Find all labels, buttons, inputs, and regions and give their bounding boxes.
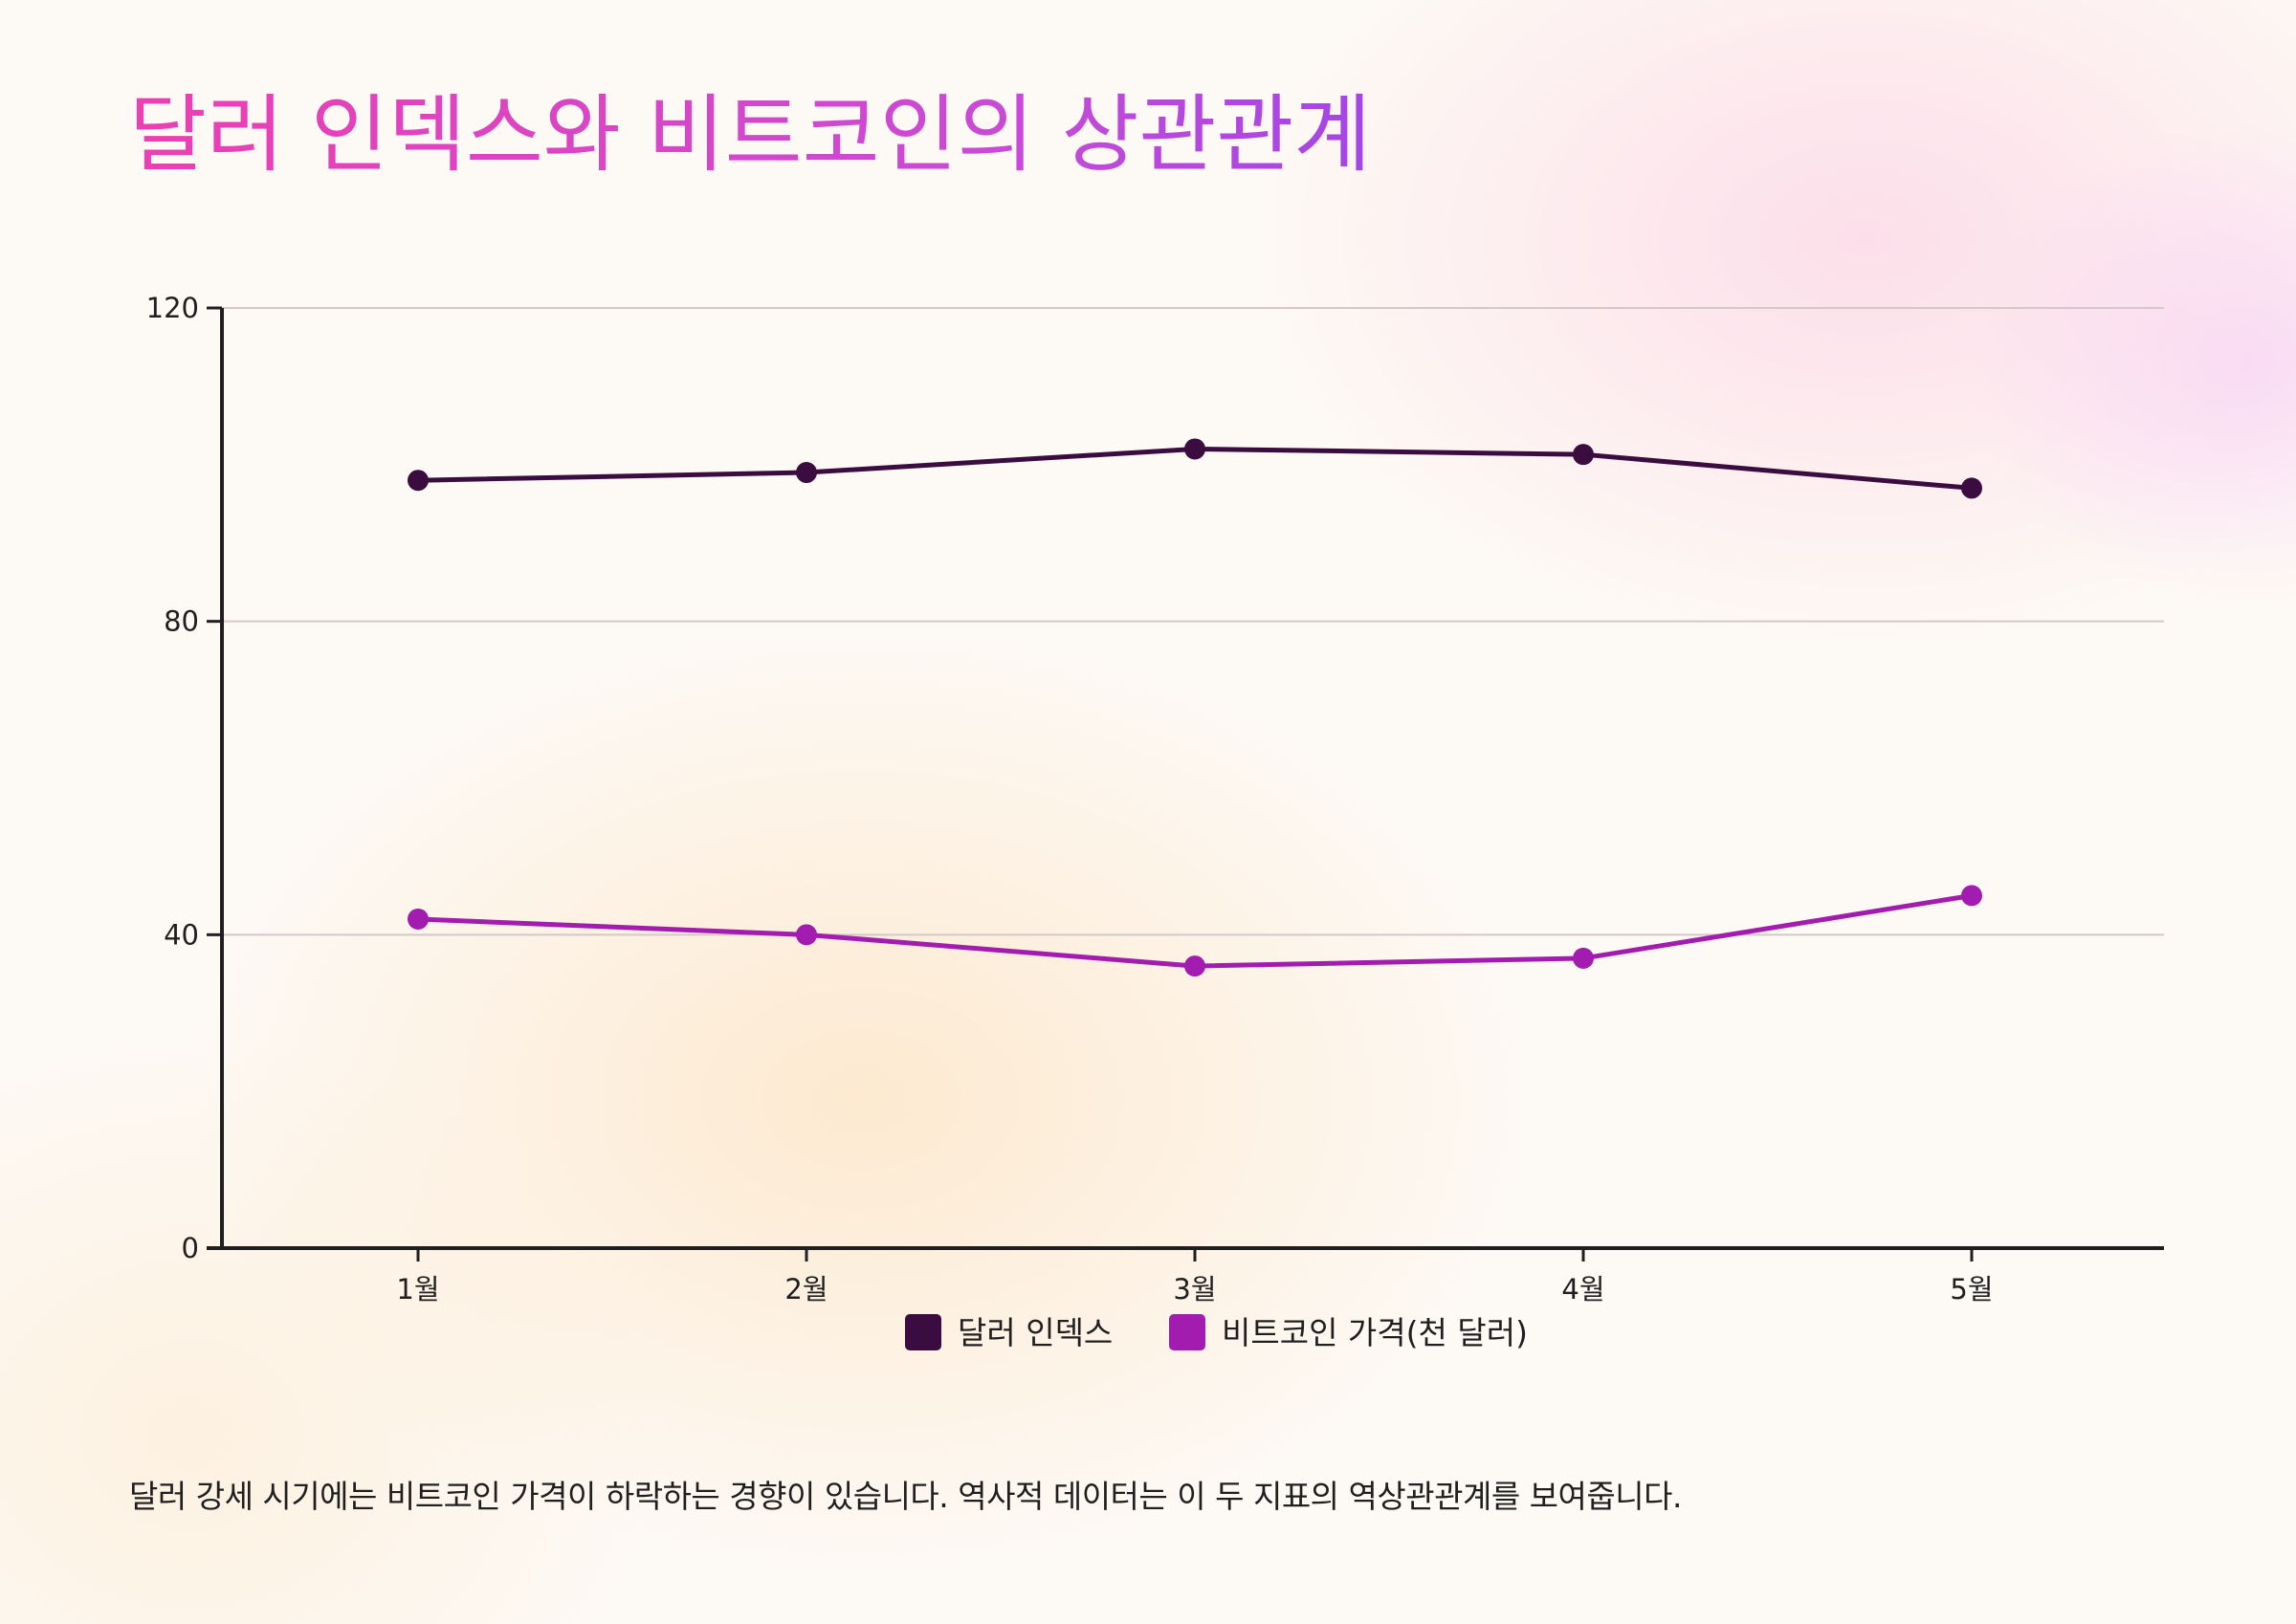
x-tick-label-2: 3월: [1173, 1273, 1216, 1306]
legend-label-0: 달러 인덱스: [958, 1314, 1113, 1351]
x-tick-label-1: 2월: [784, 1273, 828, 1306]
y-tick-label-2: 80: [164, 605, 199, 638]
x-tick-label-4: 5월: [1950, 1273, 1993, 1306]
data-point-s0-3: [1573, 444, 1594, 466]
data-point-s1-2: [1184, 955, 1205, 977]
legend-swatch-1: [1169, 1314, 1205, 1350]
legend-label-1: 비트코인 가격(천 달러): [1222, 1314, 1528, 1351]
series-line-1: [415, 892, 1975, 969]
y-tick-label-0: 0: [182, 1232, 199, 1264]
legend: 달러 인덱스 비트코인 가격(천 달러): [905, 1314, 1528, 1351]
legend-swatch-0: [905, 1314, 941, 1350]
data-point-s0-1: [796, 462, 817, 484]
y-tick-label-3: 120: [146, 292, 199, 324]
data-point-s0-4: [1961, 477, 1982, 499]
y-tick-label-1: 40: [164, 918, 199, 951]
data-point-s0-0: [408, 470, 429, 492]
series-lines: [408, 438, 1982, 977]
axes: 0 40 80 120 1월 2월 3월 4월 5월: [146, 292, 2164, 1306]
chart-caption: 달러 강세 시기에는 비트코인 가격이 하락하는 경향이 있습니다. 역사적 데…: [129, 1478, 1682, 1515]
chart-title: 달러 인덱스와 비트코인의 상관관계: [129, 85, 1372, 184]
gridlines: [222, 307, 2164, 936]
data-point-s1-0: [408, 908, 429, 930]
data-point-s1-1: [796, 924, 817, 946]
x-tick-label-3: 4월: [1561, 1273, 1604, 1306]
x-tick-label-0: 1월: [396, 1273, 439, 1306]
data-point-s0-2: [1184, 438, 1205, 460]
data-point-s1-4: [1961, 885, 1982, 907]
data-point-s1-3: [1573, 947, 1594, 969]
line-chart: 0 40 80 120 1월 2월 3월 4월 5월 달러 인덱스 비트코인 가격(천 달러): [146, 292, 2164, 1351]
